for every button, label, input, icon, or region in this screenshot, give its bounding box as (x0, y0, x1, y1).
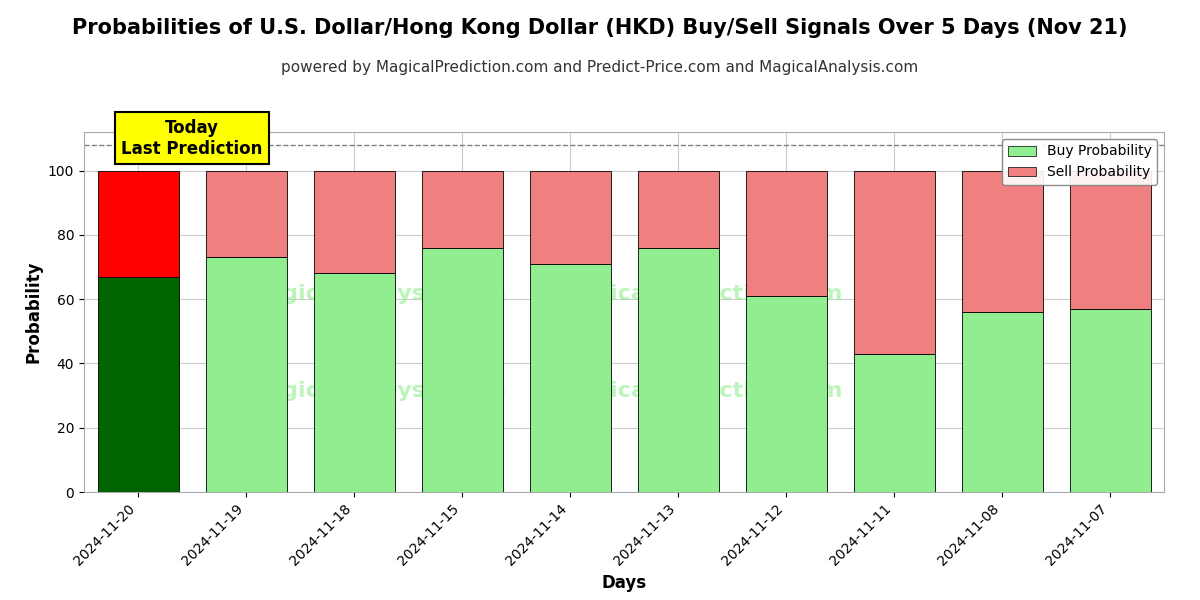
Text: MagicalAnalysis.com: MagicalAnalysis.com (245, 381, 506, 401)
Text: MagicalPrediction.com: MagicalPrediction.com (557, 284, 842, 304)
Bar (421, 248, 503, 492)
Bar (745, 170, 827, 296)
Bar (961, 170, 1043, 312)
Bar (1069, 309, 1151, 492)
Bar (961, 312, 1043, 492)
Bar (97, 277, 179, 492)
Text: Probabilities of U.S. Dollar/Hong Kong Dollar (HKD) Buy/Sell Signals Over 5 Days: Probabilities of U.S. Dollar/Hong Kong D… (72, 18, 1128, 38)
Bar (205, 257, 287, 492)
Bar (313, 170, 395, 274)
Bar (637, 170, 719, 248)
Bar (205, 170, 287, 257)
Legend: Buy Probability, Sell Probability: Buy Probability, Sell Probability (1002, 139, 1157, 185)
Y-axis label: Probability: Probability (24, 261, 42, 363)
X-axis label: Days: Days (601, 574, 647, 592)
Bar (853, 354, 935, 492)
Bar (745, 296, 827, 492)
Bar (1069, 170, 1151, 309)
Bar (97, 170, 179, 277)
Bar (529, 170, 611, 264)
Bar (637, 248, 719, 492)
Bar (421, 170, 503, 248)
Text: powered by MagicalPrediction.com and Predict-Price.com and MagicalAnalysis.com: powered by MagicalPrediction.com and Pre… (281, 60, 919, 75)
Bar (313, 274, 395, 492)
Bar (853, 170, 935, 354)
Text: Today
Last Prediction: Today Last Prediction (121, 119, 263, 158)
Bar (529, 264, 611, 492)
Text: MagicalPrediction.com: MagicalPrediction.com (557, 381, 842, 401)
Text: MagicalAnalysis.com: MagicalAnalysis.com (245, 284, 506, 304)
